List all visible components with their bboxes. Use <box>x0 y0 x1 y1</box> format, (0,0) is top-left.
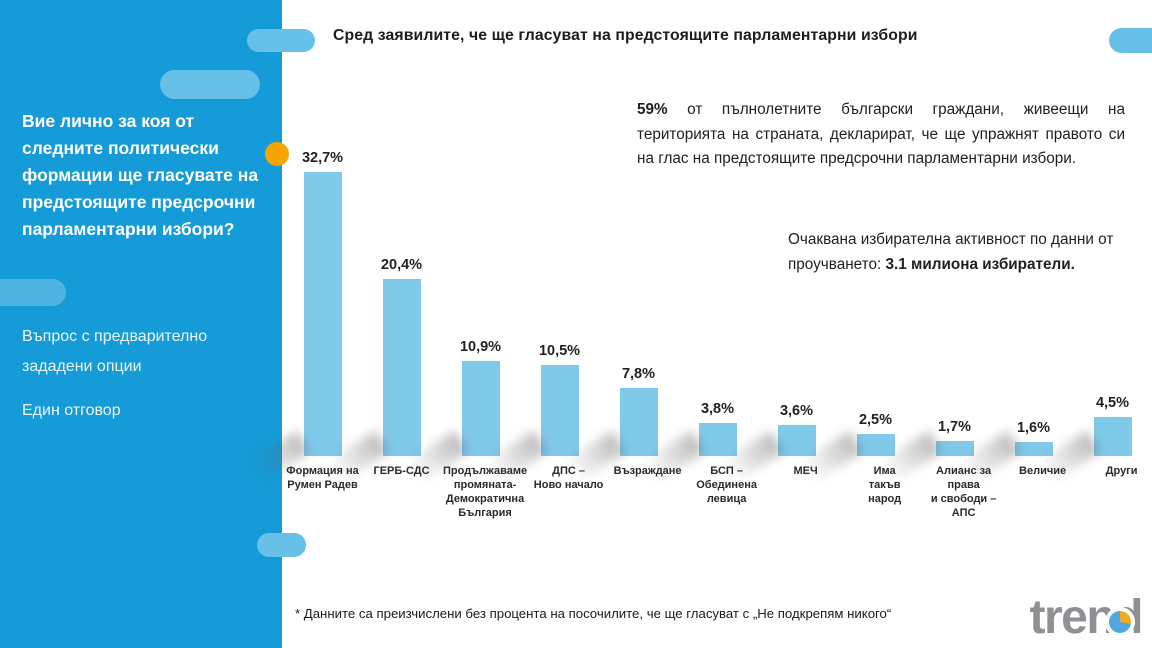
decor-pill-sidebar-bottom <box>257 533 306 557</box>
bar-column: 3,6% <box>757 136 836 456</box>
decor-pill-top-right <box>1109 28 1152 53</box>
category-label: БСП – Обединена левица <box>696 465 757 505</box>
decor-pill-title <box>247 29 315 52</box>
bar-value-label: 10,9% <box>459 339 502 355</box>
bar-column: 32,7% <box>283 136 362 456</box>
decor-pill-left-edge <box>0 279 66 306</box>
category-label: ДПС – Ново начало <box>533 465 604 491</box>
turnout-bold: 3.1 милиона избиратели. <box>885 255 1075 273</box>
bar <box>540 365 579 456</box>
trend-logo: trend <box>1030 590 1144 646</box>
bar-value-label: 7,8% <box>621 366 656 382</box>
category-label: МЕЧ <box>766 464 845 520</box>
category-label: Възраждане <box>608 464 687 520</box>
bar-column: 2,5% <box>836 136 915 456</box>
bar <box>382 279 421 456</box>
bar-value-label: 4,5% <box>1095 395 1130 411</box>
sidebar-note-answers: Един отговор <box>22 402 121 419</box>
bar <box>1093 417 1132 456</box>
bar-value-label: 3,6% <box>779 403 814 419</box>
bar <box>303 172 342 456</box>
bar-value-label: 2,5% <box>858 412 893 428</box>
category-label: Алианс за права и свободи – АПС <box>930 465 997 519</box>
highlight-dot-icon <box>265 142 289 166</box>
bar <box>856 434 895 456</box>
bar-column: 4,5% <box>1073 136 1152 456</box>
bar-column: 1,7% <box>915 136 994 456</box>
category-label: Величие <box>1003 464 1082 520</box>
bar-column: 1,6% <box>994 136 1073 456</box>
bar-value-label: 10,5% <box>538 343 581 359</box>
category-label: Продължаваме промяната- Демократична Бъл… <box>443 465 528 519</box>
category-label: Други <box>1105 465 1138 477</box>
bar-value-label: 20,4% <box>380 257 423 273</box>
bar-column: 7,8% <box>599 136 678 456</box>
bar-column: 10,9% <box>441 136 520 456</box>
page-title: Сред заявилите, че ще гласуват на предст… <box>333 27 918 44</box>
sidebar-question: Вие лично за коя от следните политически… <box>22 111 259 239</box>
bar-value-label: 3,8% <box>700 401 735 417</box>
bar <box>698 423 737 456</box>
bar <box>777 425 816 456</box>
bar-column: 20,4% <box>362 136 441 456</box>
bar <box>1014 442 1053 456</box>
bar-column: 10,5% <box>520 136 599 456</box>
category-label: Има такъв народ <box>868 465 902 505</box>
pie-chart-icon <box>1107 609 1133 635</box>
bar <box>935 441 974 456</box>
bar-value-label: 1,7% <box>937 419 972 435</box>
bar-value-label: 1,6% <box>1016 420 1051 436</box>
bar <box>461 361 500 456</box>
turnout-paragraph: Очаквана избирателна активност по данни … <box>788 228 1136 277</box>
bar-column: 3,8% <box>678 136 757 456</box>
sidebar: Вие лично за коя от следните политически… <box>0 0 282 648</box>
insight-lead: 59% <box>637 101 668 118</box>
insight-paragraph: 59% от пълнолетните български граждани, … <box>637 98 1125 172</box>
bar-value-label: 32,7% <box>301 150 344 166</box>
turnout-body: Очаквана избирателна активност по данни … <box>788 231 1114 273</box>
sidebar-note-method: Въпрос с предварително зададени опции <box>22 328 208 375</box>
footnote: * Данните са преизчислени без процента н… <box>295 606 892 621</box>
insight-body: от пълнолетните български граждани, живе… <box>637 101 1125 167</box>
chart-bars: 32,7% 20,4% 10,9% 10,5% 7,8% 3,8% 3,6% 2,5% 1,7%… <box>283 136 1152 456</box>
decor-pill-sidebar-top <box>160 70 260 99</box>
bar <box>619 388 658 456</box>
